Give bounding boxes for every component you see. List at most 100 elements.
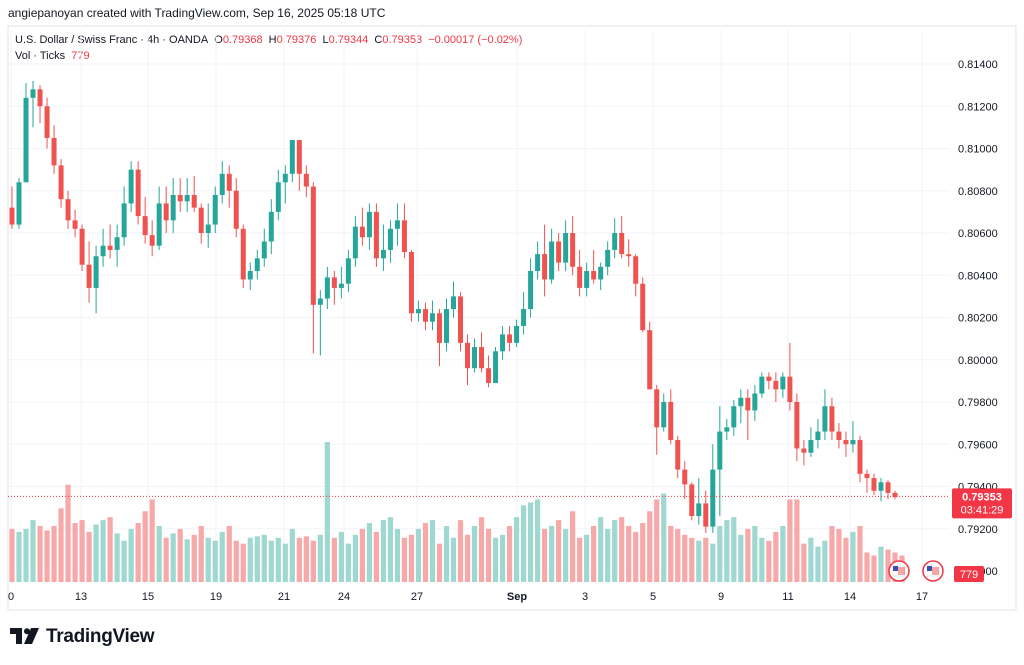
volume-bar [107,517,113,582]
candle-body [815,431,821,441]
volume-label[interactable]: Vol · Ticks [15,50,66,62]
candle-body [493,351,499,383]
candle-body [843,440,849,445]
volume-bar [871,555,877,582]
x-tick-label: Sep [507,591,527,603]
price-badge-value: 0.79353 [962,491,1002,503]
volume-bar [633,531,639,582]
candle-body [626,254,632,257]
candle-body [226,173,232,191]
volume-bar [240,543,246,582]
candle-body [135,169,141,217]
volume-bar [135,523,141,582]
volume-bar [219,531,225,582]
volume-bar [9,528,15,582]
candle-body [829,406,835,432]
y-tick-label: 0.81200 [958,101,998,113]
us-flag-icon-canton [927,566,932,571]
change-value: −0.00017 (−0.02%) [428,34,523,46]
y-tick-label: 0.79200 [958,524,998,536]
volume-bar [296,537,302,582]
candle-body [219,173,225,195]
candle-body [465,342,471,369]
candle-body [507,334,513,343]
volume-bar [766,540,772,582]
y-tick-label: 0.79000 [958,566,998,578]
candle-body [44,106,50,138]
volume-bar [829,526,835,582]
volume-bar [675,528,681,582]
x-tick-label: 27 [411,591,423,603]
volume-bar [289,528,295,582]
x-tick-label: 17 [916,591,928,603]
volume-bar [857,526,863,582]
volume-bar [184,539,190,582]
volume-bar [808,537,814,582]
candle-body [100,245,106,257]
volume-bar [485,528,492,582]
candle-body [682,469,688,485]
volume-bar [710,543,716,582]
tradingview-logo[interactable]: TradingView [10,626,155,648]
candle-body [479,347,485,369]
volume-bar [359,528,365,582]
x-tick-label: 0 [8,591,14,603]
candle-body [429,313,435,322]
volume-bar [254,536,260,582]
volume-bar [745,528,751,582]
volume-bar [58,508,64,582]
candle-body [836,431,842,441]
volume-bar [850,531,856,582]
candle-body [472,347,478,369]
candle-body [696,503,702,517]
volume-bar [226,526,232,582]
candle-body [731,406,737,428]
candle-body [521,309,527,326]
candle-body [675,440,681,470]
volume-bar [759,537,765,582]
volume-bar [492,537,499,582]
volume-value: 779 [71,50,90,62]
us-flag-icon [922,560,944,582]
volume-bar [843,537,849,582]
volume-bar [324,442,330,582]
candle-body [703,503,709,527]
candle-body [738,397,744,407]
volume-bar [794,499,800,582]
candle-body [30,89,36,98]
candle-body [878,482,884,491]
candle-body [612,233,618,250]
candle-body [710,469,716,527]
volume-bar [86,531,92,582]
candle-body [766,376,772,381]
candle-body [408,252,414,314]
candle-body [156,203,162,246]
candle-body [345,258,351,284]
volume-bar [619,517,625,582]
volume-bar [478,517,485,582]
volume-legend: Vol · Ticks 779 [15,50,90,62]
candle-body [240,228,246,280]
high-label: H [268,34,277,46]
volume-bar [513,517,520,582]
candle-body [773,380,779,390]
candle-body [268,211,274,242]
volume-bar [752,526,758,582]
volume-bar [51,526,57,582]
symbol-title[interactable]: U.S. Dollar / Swiss Franc · 4h · OANDA [15,34,209,46]
volume-bar [303,536,309,582]
candle-body [864,473,870,479]
volume-bar [556,520,562,582]
candle-body [486,368,492,383]
volume-bar [471,526,478,582]
candle-body [619,233,625,255]
volume-bar [773,531,779,582]
candle-body [745,397,751,411]
volume-bar [366,523,373,582]
candle-body [857,440,863,474]
candle-body [79,228,85,265]
open-value: 0.79368 [222,34,263,46]
volume-bar [577,537,583,582]
volume-bar [422,523,429,582]
